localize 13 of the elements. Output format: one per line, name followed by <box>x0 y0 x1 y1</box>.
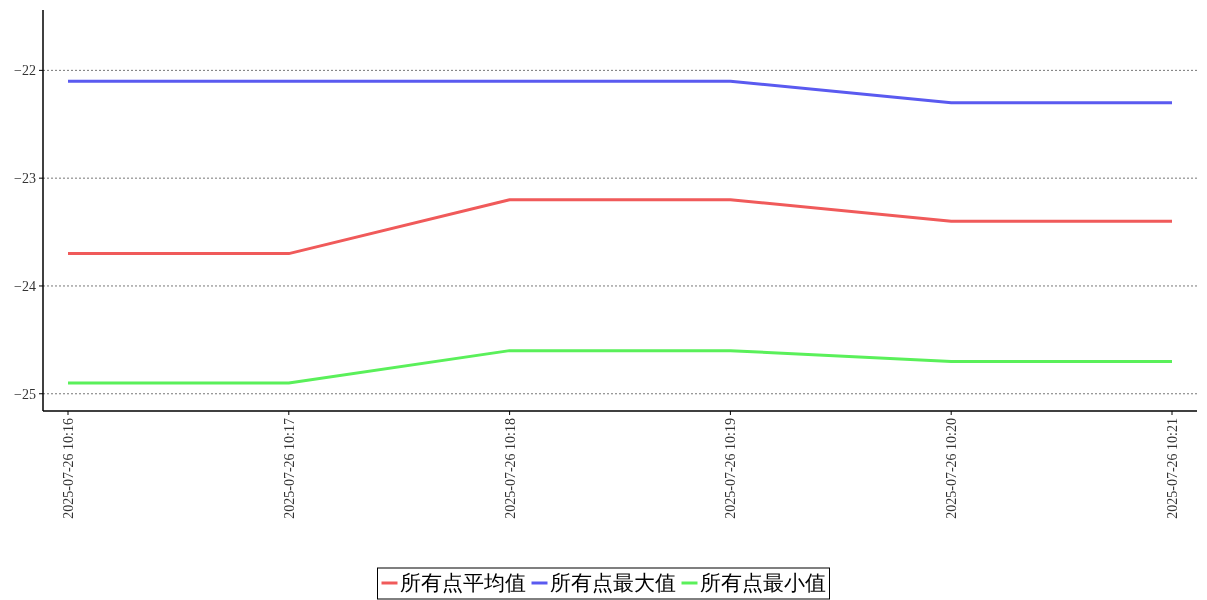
x-tick-label: 2025-07-26 10:16 <box>61 418 76 519</box>
x-tick-label: 2025-07-26 10:19 <box>723 418 739 519</box>
x-tick-label: 2025-07-26 10:17 <box>281 418 297 519</box>
x-tick-label: 2025-07-26 10:21 <box>1165 418 1180 519</box>
legend-label: 所有点最大值 <box>549 571 676 595</box>
y-tick-label: −22 <box>14 63 36 79</box>
legend-label: 所有点最小值 <box>699 571 826 595</box>
y-tick-label: −25 <box>14 386 36 402</box>
x-tick-label: 2025-07-26 10:20 <box>944 418 960 519</box>
legend-label: 所有点平均值 <box>399 571 526 595</box>
y-tick-label: −24 <box>14 278 36 294</box>
y-tick-label: −23 <box>14 171 36 187</box>
x-tick-label: 2025-07-26 10:18 <box>502 418 518 519</box>
